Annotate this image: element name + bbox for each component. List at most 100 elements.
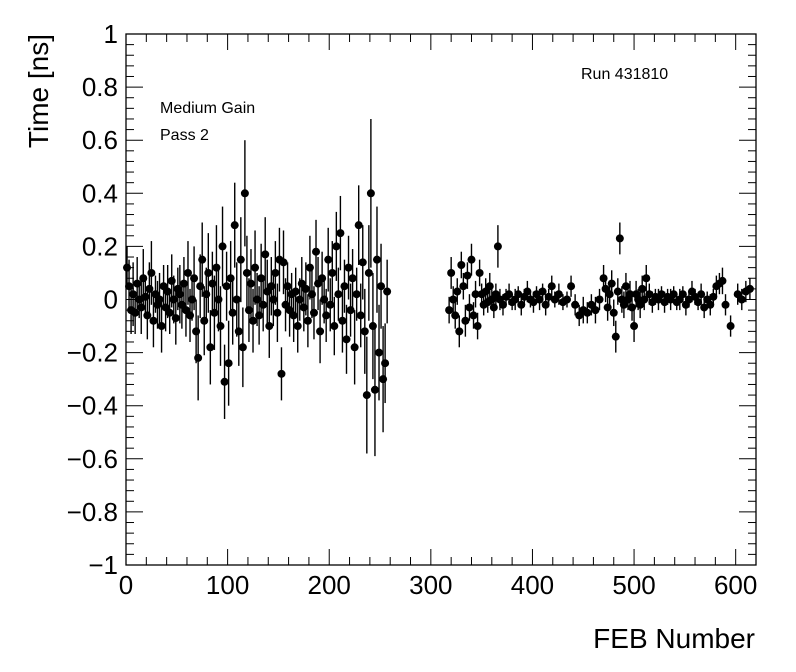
data-point (465, 303, 474, 312)
data-point (210, 308, 219, 317)
data-point (453, 287, 462, 296)
data-point (544, 292, 553, 301)
data-point (133, 279, 142, 288)
data-point (228, 308, 237, 317)
data-point (498, 300, 507, 309)
data-point (449, 295, 458, 304)
data-point (242, 268, 251, 277)
data-point (188, 295, 197, 304)
data-point (493, 242, 502, 251)
data-point (348, 274, 357, 283)
data-point (291, 287, 300, 296)
data-point (599, 274, 608, 283)
data-point (220, 377, 229, 386)
data-point (125, 282, 134, 291)
data-point (379, 375, 388, 384)
x-tick-label: 100 (206, 570, 249, 600)
x-tick-label: 600 (714, 570, 757, 600)
y-tick-label: −1 (88, 550, 118, 580)
data-point (230, 221, 239, 230)
data-point (196, 282, 205, 291)
data-point (469, 311, 478, 320)
data-point (316, 327, 325, 336)
data-point (222, 282, 231, 291)
data-point (706, 300, 715, 309)
data-point (143, 311, 152, 320)
data-point (293, 322, 302, 331)
data-point (179, 279, 188, 288)
data-point (377, 282, 386, 291)
data-point (332, 242, 341, 251)
gain-annotation: Medium Gain (160, 100, 255, 117)
x-tick-label: 300 (409, 570, 452, 600)
data-point (642, 274, 651, 283)
x-tick-label: 400 (511, 570, 554, 600)
data-point (630, 322, 639, 331)
data-point (232, 295, 241, 304)
data-point (183, 268, 192, 277)
data-point (234, 327, 243, 336)
data-point (697, 290, 706, 299)
data-point (591, 306, 600, 315)
data-point (141, 292, 150, 301)
data-point (283, 282, 292, 291)
data-point (224, 359, 233, 368)
x-axis-title: FEB Number (593, 623, 755, 654)
data-point (194, 353, 203, 362)
data-point (214, 295, 223, 304)
data-point (678, 290, 687, 299)
data-point (684, 295, 693, 304)
data-point (457, 260, 466, 269)
data-point (489, 303, 498, 312)
data-point (364, 268, 373, 277)
data-point (529, 298, 538, 307)
data-point (657, 290, 666, 299)
data-point (358, 258, 367, 267)
data-point (167, 276, 176, 285)
data-point (447, 268, 456, 277)
data-point (251, 263, 260, 272)
data-point (318, 274, 327, 283)
data-point (299, 303, 308, 312)
x-tick-label: 200 (308, 570, 351, 600)
x-tick-label: 0 (119, 570, 133, 600)
data-point (362, 391, 371, 400)
data-point (295, 295, 304, 304)
data-point (277, 369, 286, 378)
data-point (694, 298, 703, 307)
y-tick-label: 0.2 (82, 231, 118, 261)
y-tick-label: 0.8 (82, 72, 118, 102)
data-point (312, 247, 321, 256)
data-point (330, 322, 339, 331)
data-point (301, 284, 310, 293)
data-point (269, 295, 278, 304)
data-point (459, 282, 468, 291)
marker-layer (123, 189, 754, 400)
data-point (149, 316, 158, 325)
data-point (186, 311, 195, 320)
y-tick-label: −0.4 (67, 391, 118, 421)
data-point (638, 284, 647, 293)
data-point (640, 295, 649, 304)
data-point (307, 290, 316, 299)
data-point (338, 316, 347, 325)
data-point (192, 327, 201, 336)
data-point (445, 306, 454, 315)
data-point (271, 268, 280, 277)
data-point (155, 295, 164, 304)
y-tick-label: 0.4 (82, 178, 118, 208)
data-point (336, 229, 345, 238)
y-axis: −1 −0.8 −0.6 −0.4 −0.2 0 0.2 0.4 0.6 0.8 1 (67, 19, 756, 580)
data-point (212, 263, 221, 272)
data-point (628, 303, 637, 312)
data-point (163, 287, 172, 296)
data-point (613, 287, 622, 296)
data-point (595, 295, 604, 304)
data-point (455, 327, 464, 336)
data-point (190, 274, 199, 283)
data-point (356, 311, 365, 320)
data-point (273, 308, 282, 317)
data-point (139, 274, 148, 283)
data-point (206, 343, 215, 352)
